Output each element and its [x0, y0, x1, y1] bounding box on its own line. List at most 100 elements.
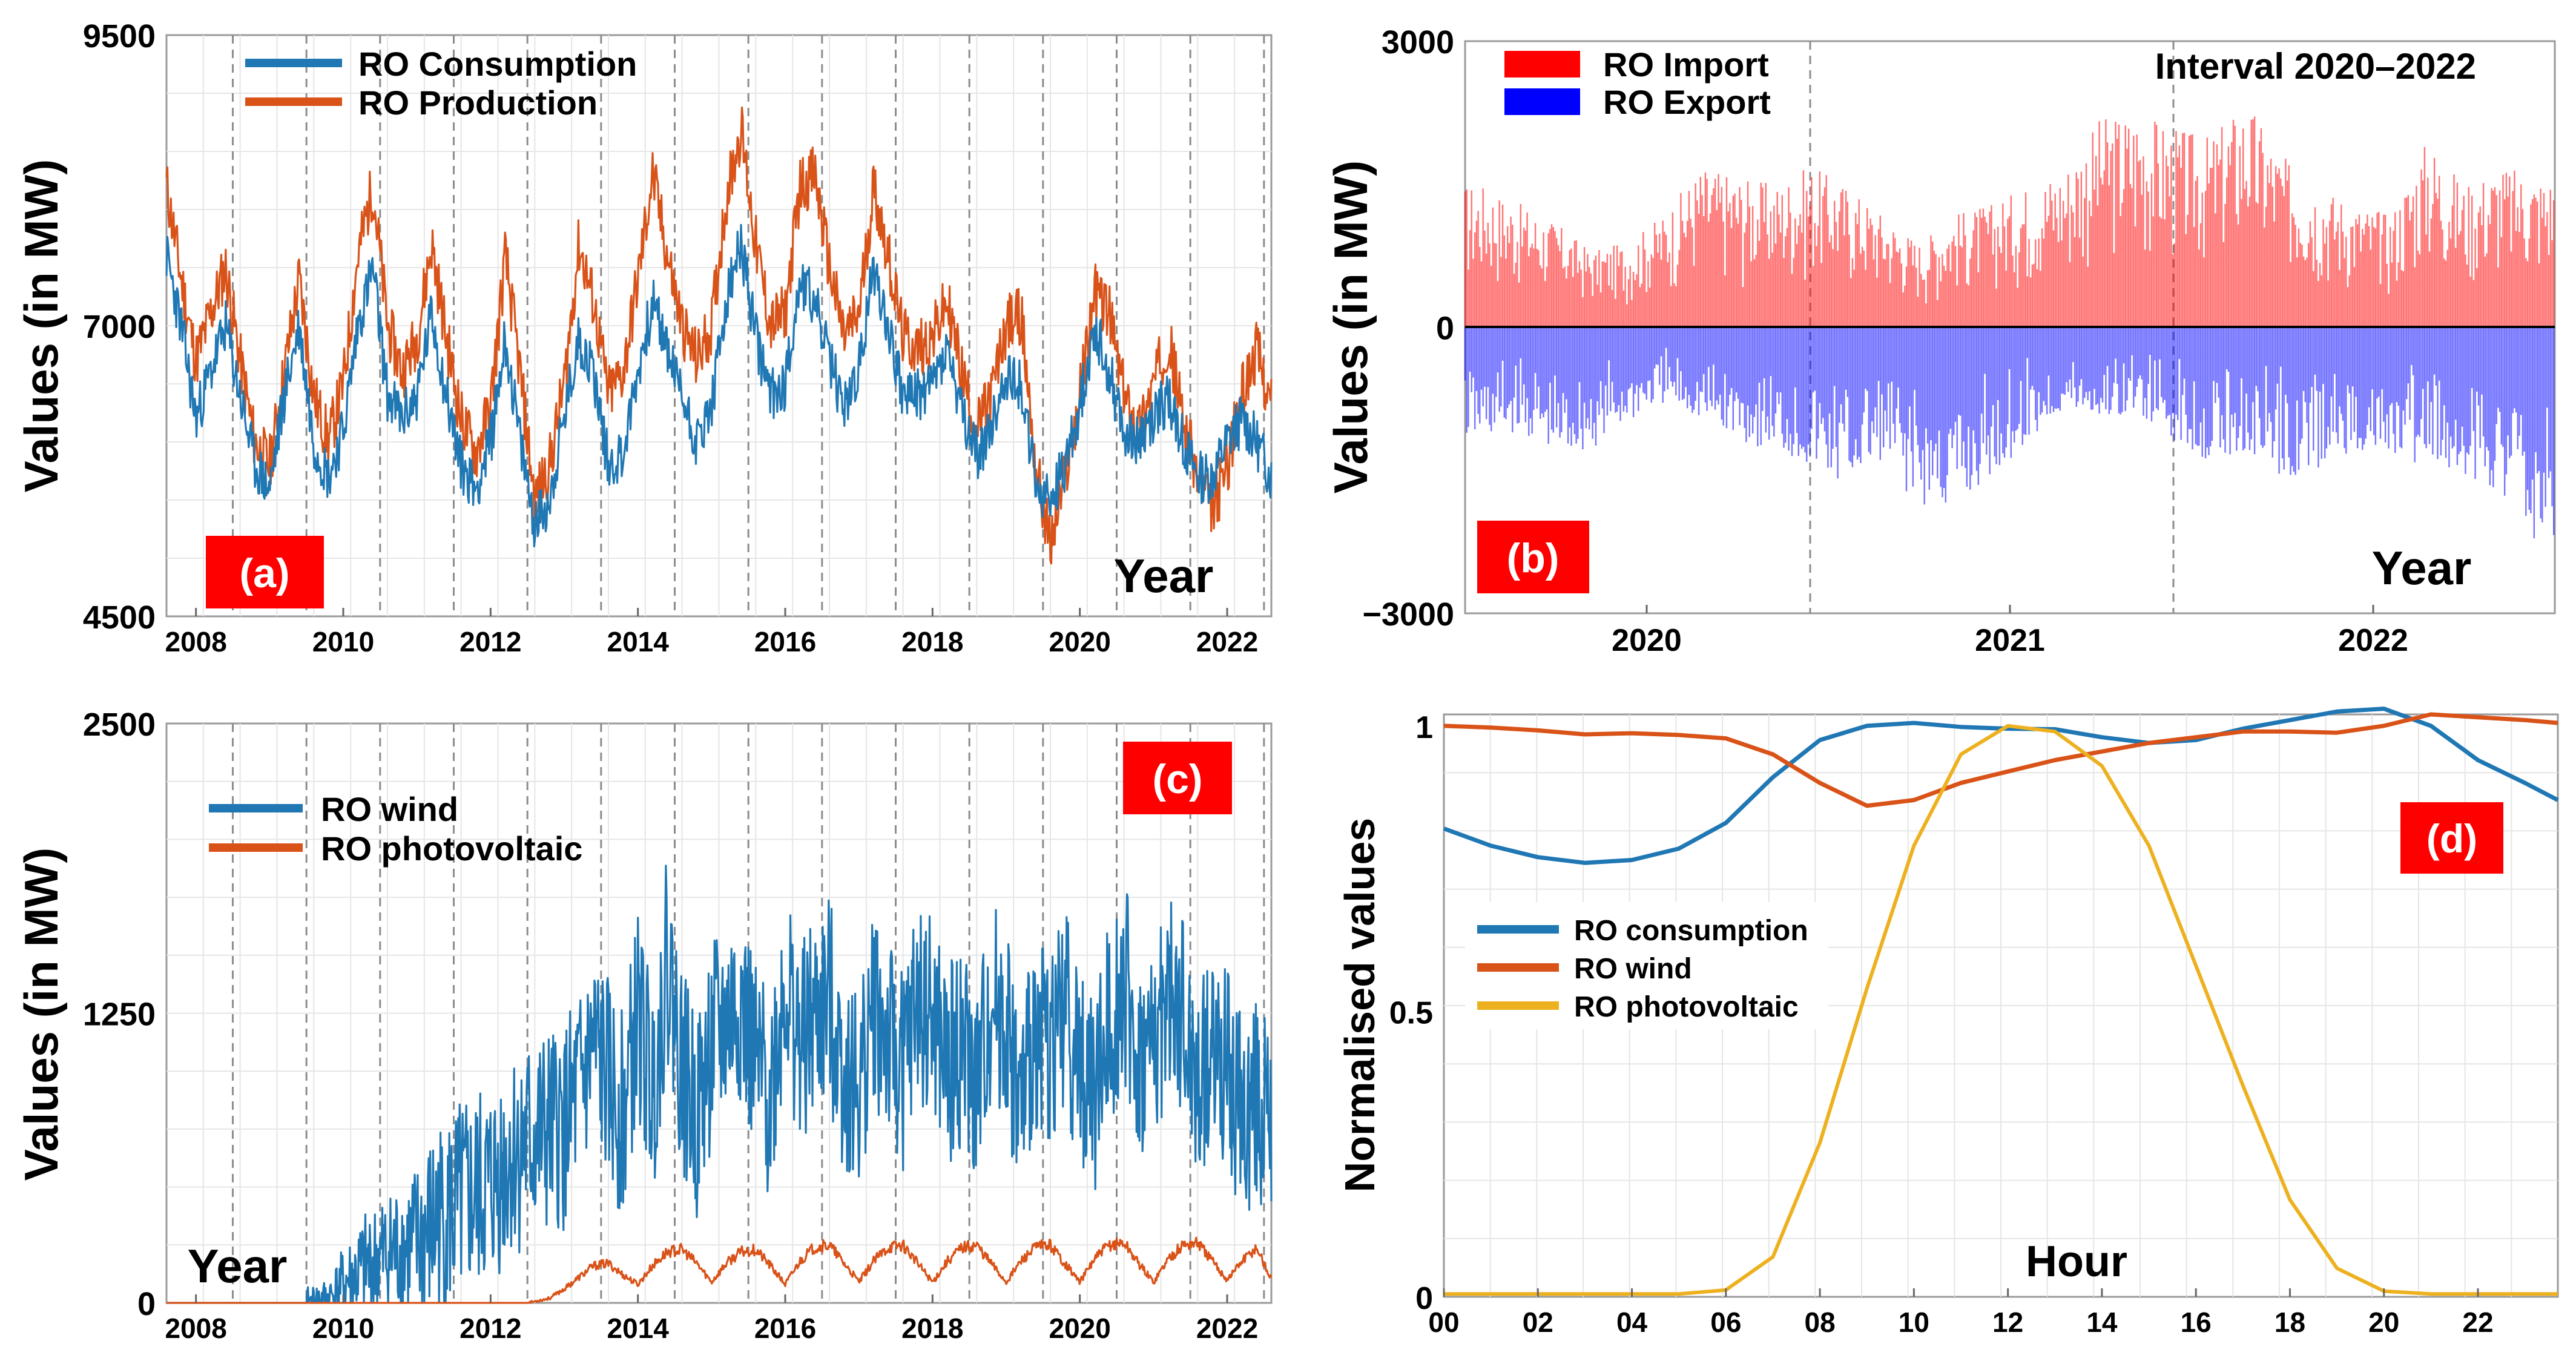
panel-c-year-dividers [232, 723, 1265, 1303]
b-xtick-label-0: 2020 [1612, 623, 1682, 658]
c-ytick-label-1: 1250 [83, 997, 156, 1033]
b-ytick-label-1: 0 [1436, 311, 1454, 347]
a-series-ro-production-line [165, 106, 1273, 565]
legend-label-ro-consumption: RO Consumption [358, 45, 637, 83]
panel-c-badge-label: (c) [1152, 756, 1202, 802]
d-xtick-label-2: 04 [1616, 1307, 1648, 1338]
a-xtick-label-2: 2012 [460, 626, 521, 657]
legend-label-ro-consumption-d: RO consumption [1574, 915, 1808, 947]
panel-b-y-ticks: −3000 0 3000 [1362, 24, 1454, 633]
panel-b-year-dividers [1809, 41, 2175, 613]
panel-b: −3000 0 3000 2020 2021 2022 Values (in MW) Y… [1324, 24, 2556, 658]
d-xtick-label-7: 14 [2086, 1307, 2118, 1338]
panel-a-series [165, 106, 1273, 565]
panel-d-xlabel: Hour [2026, 1237, 2127, 1286]
panel-d-x-ticks: 00 02 04 06 08 10 12 14 16 18 20 22 [1428, 1288, 2494, 1338]
c-xtick-label-7: 2022 [1196, 1313, 1258, 1344]
d-xtick-label-4: 08 [1805, 1307, 1836, 1338]
legend-label-ro-photovoltaic-d: RO photovoltaic [1574, 991, 1799, 1023]
d-xtick-label-11: 22 [2462, 1307, 2493, 1338]
legend-label-ro-wind: RO wind [321, 790, 458, 828]
c-xtick-label-0: 2008 [165, 1313, 226, 1344]
legend-swatch-ro-import [1504, 51, 1580, 77]
a-xtick-label-4: 2016 [754, 626, 816, 657]
d-series-ro-consumption-line [1443, 707, 2559, 865]
legend-label-ro-production: RO Production [358, 84, 598, 122]
a-xtick-label-7: 2022 [1196, 626, 1258, 657]
panel-a: 4500 7000 9500 2008 2010 2012 2014 2016 2018 202… [15, 18, 1273, 657]
panel-d: 00.51 00 02 04 06 08 10 12 14 16 18 20 22 Normalise… [1336, 707, 2559, 1338]
c-xtick-label-1: 2010 [312, 1313, 374, 1344]
panel-b-badge-box [1477, 521, 1589, 593]
b-bars-ro-import [1464, 116, 2555, 328]
panel-c-legend: RO wind RO photovoltaic [209, 790, 582, 868]
panel-b-x-ticks: 2020 2021 2022 [1612, 605, 2408, 658]
panel-d-legend: RO consumption RO wind RO photovoltaic [1465, 902, 1828, 1029]
panel-c-badge-box [1123, 742, 1232, 814]
d-series-ro-wind-line [1443, 712, 2558, 808]
panel-a-badge-label: (a) [239, 550, 289, 596]
panel-b-badge-label: (b) [1507, 535, 1560, 581]
legend-label-ro-wind-d: RO wind [1574, 953, 1692, 985]
panel-c-ylabel: Values (in MW) [15, 848, 68, 1181]
legend-label-ro-import: RO Import [1603, 45, 1769, 84]
d-xtick-label-10: 20 [2368, 1307, 2399, 1338]
c-series-ro-photovoltaic-line [166, 1236, 1273, 1304]
panel-b-series [1464, 116, 2555, 539]
panel-c-xlabel: Year [188, 1239, 288, 1293]
panel-c-x-ticks: 2008 2010 2012 2014 2016 2018 2020 2022 [165, 1294, 1258, 1344]
c-xtick-label-4: 2016 [754, 1313, 816, 1344]
b-ytick-label-0: −3000 [1362, 596, 1454, 633]
panel-d-ylabel: Normalised values [1336, 818, 1383, 1193]
panel-d-badge-label: (d) [2426, 816, 2477, 861]
c-xtick-label-5: 2018 [901, 1313, 963, 1344]
c-ytick-label-0: 0 [137, 1286, 156, 1322]
panel-b-badge: (b) [1477, 521, 1589, 593]
d-xtick-label-5: 10 [1899, 1307, 1929, 1338]
a-ytick-label-2: 9500 [83, 18, 156, 54]
a-xtick-label-0: 2008 [165, 626, 226, 657]
a-xtick-label-6: 2020 [1049, 626, 1110, 657]
b-bars-ro-export [1464, 327, 2555, 539]
panel-d-badge-box [2400, 802, 2503, 874]
a-ytick-label-0: 4500 [83, 599, 156, 636]
panel-b-title: Interval 2020–2022 [2155, 46, 2476, 87]
panel-d-badge: (d) [2400, 802, 2503, 874]
d-ytick-label-0: 0 [1415, 1281, 1433, 1316]
c-xtick-label-2: 2012 [460, 1313, 521, 1344]
c-ytick-label-2: 2500 [83, 707, 156, 743]
d-xtick-label-8: 16 [2181, 1307, 2212, 1338]
d-ytick-label-2: 1 [1415, 710, 1433, 745]
panel-a-badge-box [206, 536, 324, 608]
a-ytick-label-1: 7000 [83, 309, 156, 345]
panel-a-legend: RO Consumption RO Production [245, 45, 637, 122]
d-xtick-label-9: 18 [2275, 1307, 2305, 1338]
panel-a-year-dividers [232, 35, 1265, 616]
panel-a-xlabel: Year [1114, 549, 1214, 602]
d-ytick-label-1: 0.5 [1389, 995, 1433, 1030]
c-xtick-label-6: 2020 [1049, 1313, 1110, 1344]
panel-d-grid [1444, 714, 2558, 1297]
a-series-ro-consumption-line [165, 223, 1273, 547]
d-xtick-label-3: 06 [1710, 1307, 1741, 1338]
c-xtick-label-3: 2014 [607, 1313, 669, 1344]
panel-d-y-ticks: 00.51 [1389, 710, 1433, 1316]
panel-b-xlabel: Year [2372, 541, 2472, 595]
b-xtick-label-2: 2022 [2338, 623, 2408, 658]
a-xtick-label-1: 2010 [312, 626, 374, 657]
panel-c-series [166, 865, 1273, 1304]
legend-label-ro-export: RO Export [1603, 83, 1771, 121]
panel-b-ylabel: Values (in MW) [1324, 160, 1377, 493]
panel-b-legend: RO Import RO Export [1504, 45, 1771, 121]
panel-a-badge: (a) [206, 536, 324, 608]
legend-label-ro-photovoltaic: RO photovoltaic [321, 829, 582, 868]
panel-c-y-ticks: 0 1250 2500 [83, 707, 156, 1322]
d-xtick-label-6: 12 [1992, 1307, 2023, 1338]
b-xtick-label-1: 2021 [1975, 623, 2045, 658]
legend-swatch-ro-export [1504, 88, 1580, 115]
panel-a-x-ticks: 2008 2010 2012 2014 2016 2018 2020 2022 [165, 608, 1258, 657]
d-xtick-label-1: 02 [1523, 1307, 1553, 1338]
b-series-ro-import [1464, 116, 2555, 328]
panel-a-ylabel: Values (in MW) [15, 159, 68, 492]
